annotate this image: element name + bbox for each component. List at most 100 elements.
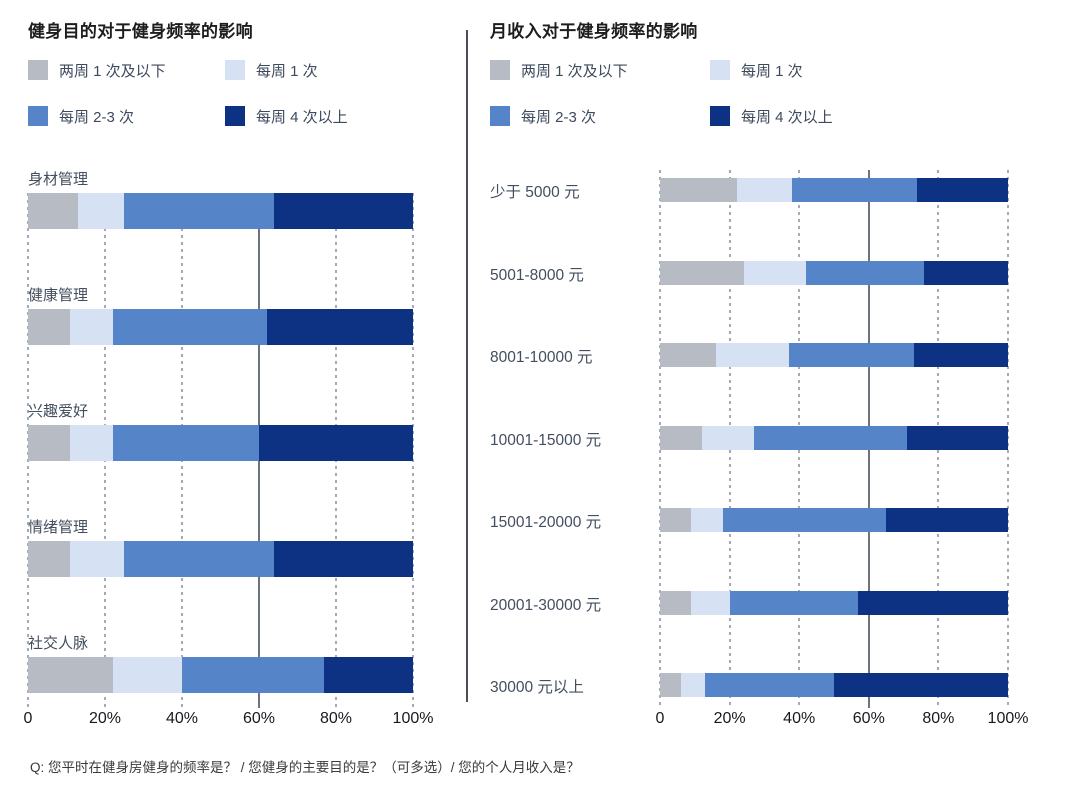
bar-segment [917,178,1008,202]
bar-segment [124,193,275,229]
right-chart-x-axis: 0 20% 40% 60% 80% 100% [656,710,1029,730]
bar-segment [28,425,71,461]
bar-segment [705,673,834,697]
legend-swatch-icon [490,106,510,126]
bar-row [28,541,413,577]
legend-item: 每周 4 次以上 [225,106,348,126]
left-chart-plot-area: 身材管理健康管理兴趣爱好情绪管理社交人脉 [27,165,414,708]
legend-label: 每周 2-3 次 [59,108,135,126]
left-chart-x-axis: 0 20% 40% 60% 80% 100% [24,710,434,730]
bar-row [660,261,1008,285]
category-label: 5001-8000 元 [490,267,584,284]
legend-label: 每周 1 次 [741,62,803,80]
bar-segment [70,541,125,577]
x-tick-label: 0 [23,710,33,727]
legend-label: 两周 1 次及以下 [59,62,166,80]
bar-segment [753,426,908,450]
bar-segment [112,657,182,693]
gridline [412,193,414,708]
x-tick-label: 80% [922,710,955,727]
category-label: 身材管理 [28,171,89,188]
bar-segment [70,309,113,345]
x-tick-label: 100% [987,710,1029,727]
x-tick-label: 40% [783,710,816,727]
bar-segment [660,508,692,532]
footer-question: Q: 您平时在健身房健身的频率是？ / 您健身的主要目的是？（可多选）/ 您的个… [30,760,580,775]
bar-segment [660,673,681,697]
bar-segment [691,508,723,532]
bar-segment [28,309,71,345]
bar-segment [788,343,915,367]
right-chart-plot-area [659,170,1009,708]
legend-label: 每周 2-3 次 [521,108,597,126]
bar-segment [886,508,1008,532]
legend-swatch-icon [710,106,730,126]
legend-item: 每周 1 次 [225,60,348,80]
bar-segment [907,426,1008,450]
legend-swatch-icon [28,60,48,80]
bar-segment [729,591,859,615]
bar-segment [181,657,325,693]
bar-row [660,591,1008,615]
panel-divider [466,30,468,702]
bar-segment [924,261,1008,285]
x-tick-label: 20% [88,710,122,727]
legend-item: 两周 1 次及以下 [490,60,710,80]
left-chart-title: 健身目的对于健身频率的影响 [28,22,253,41]
right-chart-category-labels: 少于 5000 元 5001-8000 元 8001-10000 元 10001-15… [490,170,658,702]
category-label: 少于 5000 元 [490,184,580,201]
legend-item: 每周 2-3 次 [490,106,710,126]
legend-item: 每周 1 次 [710,60,833,80]
bar-row [28,425,413,461]
right-chart-title: 月收入对于健身频率的影响 [490,22,698,41]
bar-row [660,343,1008,367]
bar-segment [660,261,744,285]
bar-segment [914,343,1008,367]
category-label: 8001-10000 元 [490,349,593,366]
bar-segment [660,426,702,450]
x-tick-label: 100% [392,710,434,727]
bar-segment [715,343,789,367]
legend-swatch-icon [490,60,510,80]
legend-label: 每周 4 次以上 [256,108,348,126]
bar-segment [806,261,925,285]
legend-label: 两周 1 次及以下 [521,62,628,80]
category-label: 情绪管理 [28,519,89,536]
category-label: 30000 元以上 [490,679,584,696]
bar-segment [78,193,125,229]
bar-segment [660,343,716,367]
bar-segment [258,425,413,461]
bar-segment [691,591,730,615]
bar-segment [722,508,887,532]
legend-swatch-icon [225,60,245,80]
bar-row [660,178,1008,202]
bar-segment [736,178,793,202]
category-label: 兴趣爱好 [28,403,89,420]
bar-segment [858,591,1008,615]
bar-segment [701,426,754,450]
bar-segment [28,193,79,229]
legend-label: 每周 4 次以上 [741,108,833,126]
category-label: 健康管理 [28,287,89,304]
bar-row [660,673,1008,697]
category-label: 社交人脉 [28,635,89,652]
bar-row [660,508,1008,532]
bar-row [28,309,413,345]
bar-segment [680,673,706,697]
x-tick-label: 80% [319,710,353,727]
bar-segment [112,425,259,461]
bar-row [660,426,1008,450]
category-label: 10001-15000 元 [490,432,602,449]
x-tick-label: 20% [713,710,746,727]
bar-segment [743,261,807,285]
gridline [1007,170,1009,708]
bar-segment [660,591,692,615]
x-tick-label: 60% [852,710,885,727]
legend-swatch-icon [225,106,245,126]
left-chart-legend: 两周 1 次及以下 每周 1 次每周 2-3 次 每周 4 次以上 [28,60,348,126]
bar-segment [70,425,113,461]
bar-segment [274,193,413,229]
bar-segment [28,541,71,577]
bar-segment [660,178,737,202]
category-label: 15001-20000 元 [490,514,602,531]
